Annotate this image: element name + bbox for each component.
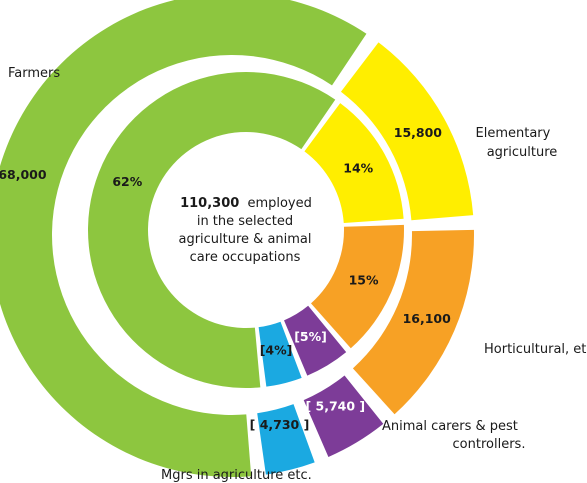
inner-segment-horticultural-etc bbox=[311, 224, 404, 349]
outer-segment-elementary-agriculture bbox=[340, 42, 474, 221]
inner-percent-label-animal-carers-pest-controllers: [5%] bbox=[294, 329, 327, 344]
inner-segment-farmers bbox=[87, 71, 336, 389]
outer-value-label-animal-carers-pest-controllers: [ 5,740 ] bbox=[305, 398, 365, 413]
category-label-horticultural: Horticultural, etc.* bbox=[484, 342, 587, 357]
outer-segment-animal-carers-pest-controllers bbox=[303, 375, 384, 457]
inner-percent-label-mgrs-in-agriculture-etc: [4%] bbox=[260, 342, 293, 357]
outer-value-label-horticultural-etc: 16,100 bbox=[403, 311, 452, 326]
category-label-elementary-agriculture: Elementary agriculture bbox=[476, 126, 558, 160]
inner-percent-label-elementary-agriculture: 14% bbox=[343, 160, 373, 175]
outer-value-labels: 68,000 15,800 16,100 [ 5,740 ] [ 4,730 ] bbox=[0, 125, 451, 432]
outer-value-label-elementary-agriculture: 15,800 bbox=[394, 125, 443, 140]
center-line-1: employed bbox=[247, 196, 311, 211]
center-total: 110,300 bbox=[180, 196, 239, 211]
center-line-3: agriculture & animal bbox=[178, 232, 311, 247]
outer-segment-farmers bbox=[0, 0, 367, 477]
outer-ring bbox=[0, 0, 474, 477]
inner-percent-label-horticultural-etc: 15% bbox=[349, 273, 379, 288]
category-label-farmers: Farmers bbox=[8, 66, 60, 81]
center-line-2: in the selected bbox=[197, 214, 293, 229]
inner-percent-label-farmers: 62% bbox=[112, 174, 142, 189]
center-text: 110,300 employed bbox=[180, 196, 312, 211]
inner-ring bbox=[87, 71, 404, 389]
outer-value-label-farmers: 68,000 bbox=[0, 167, 47, 182]
outer-segment-horticultural-etc bbox=[352, 229, 474, 415]
inner-percent-labels: 62% 14% 15% [5%][4%] bbox=[112, 160, 379, 357]
center-line-4: care occupations bbox=[190, 250, 301, 265]
inner-segment-animal-carers-pest-controllers bbox=[284, 305, 347, 376]
category-label-managers: Mgrs in agriculture etc. bbox=[161, 468, 312, 483]
category-label-animal-carers: Animal carers & pest controllers. bbox=[382, 419, 526, 452]
inner-segment-mgrs-in-agriculture-etc bbox=[258, 321, 302, 387]
inner-segment-elementary-agriculture bbox=[304, 103, 404, 224]
outer-value-label-mgrs-in-agriculture-etc: [ 4,730 ] bbox=[250, 417, 310, 432]
outer-segment-mgrs-in-agriculture-etc bbox=[257, 404, 315, 475]
